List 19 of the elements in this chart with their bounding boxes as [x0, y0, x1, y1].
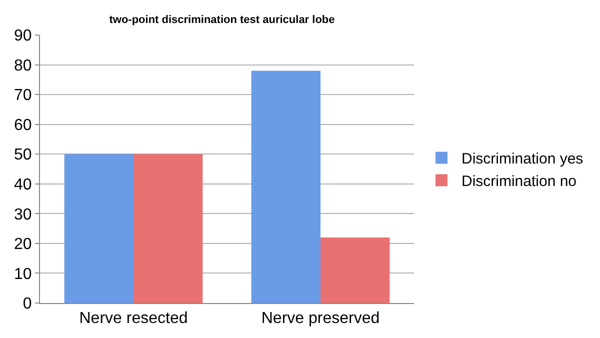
- y-tick-label: 50: [14, 146, 32, 164]
- y-tick-label: 30: [14, 206, 32, 224]
- y-tick-label: 70: [14, 87, 32, 104]
- legend-label: Discrimination no: [461, 173, 577, 190]
- y-tick-label: 60: [14, 116, 32, 134]
- y-tick-label: 20: [14, 236, 32, 254]
- bar: [64, 154, 134, 303]
- y-tick-label: 10: [14, 266, 32, 283]
- y-tick-label: 80: [14, 57, 32, 74]
- legend-label: Discrimination yes: [461, 150, 584, 168]
- bar: [320, 237, 390, 303]
- bar: [251, 70, 320, 303]
- x-tick-label: Nerve resected: [79, 310, 188, 328]
- x-tick-label: Nerve preserved: [261, 310, 380, 328]
- bar: [134, 154, 203, 303]
- chart-title: two-point discrimination test auricular lobe: [109, 14, 335, 26]
- y-tick-label: 40: [14, 176, 32, 194]
- y-tick-label: 0: [22, 296, 32, 313]
- y-tick-label: 90: [14, 28, 32, 45]
